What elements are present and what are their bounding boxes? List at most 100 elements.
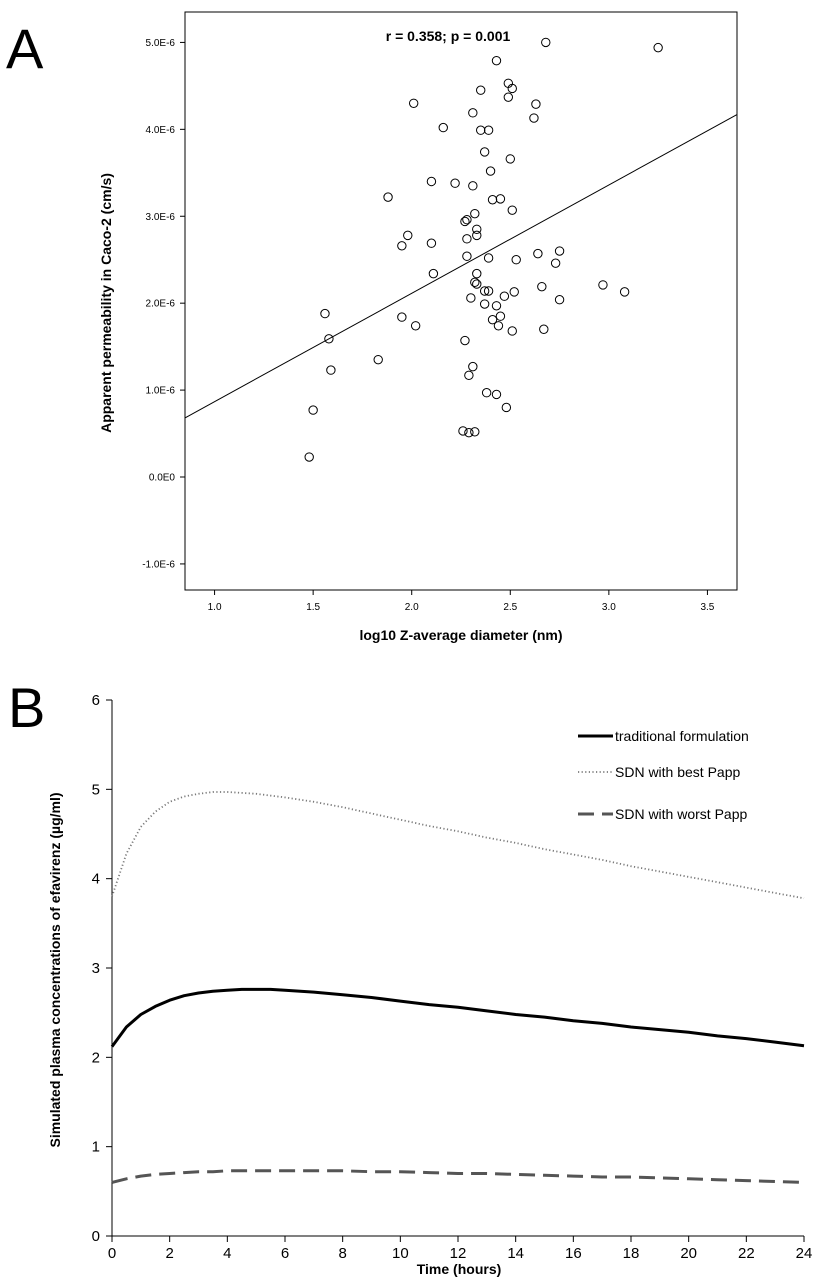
x-tick-label: 2.5 bbox=[503, 602, 517, 613]
x-tick-label: 16 bbox=[565, 1245, 582, 1262]
scatter-point bbox=[483, 253, 494, 263]
y-tick-label: 6 bbox=[92, 692, 100, 709]
scatter-point bbox=[509, 287, 519, 297]
scatter-point bbox=[481, 387, 492, 398]
y-tick-label: 2 bbox=[92, 1049, 100, 1066]
y-tick-label: 1 bbox=[92, 1139, 100, 1156]
series-line bbox=[110, 987, 805, 1048]
scatter-point bbox=[403, 230, 413, 241]
x-tick-label: 1.0 bbox=[208, 602, 222, 613]
x-tick-label: 14 bbox=[507, 1245, 524, 1262]
x-tick-label: 3.0 bbox=[602, 602, 616, 613]
scatter-point bbox=[499, 291, 510, 301]
scatter-point bbox=[493, 321, 504, 331]
series-line bbox=[111, 791, 805, 900]
scatter-point bbox=[324, 334, 334, 344]
x-tick-label: 6 bbox=[281, 1245, 289, 1262]
scatter-point bbox=[304, 452, 314, 462]
scatter-point bbox=[470, 427, 480, 437]
scatter-point bbox=[464, 427, 474, 438]
scatter-point bbox=[537, 281, 547, 292]
y-axis-ticks-a: -1.0E-6 0.0E0 1.0E-6 2.0E-6 3.0E-6 4.0E-6 5.0E… bbox=[142, 38, 185, 570]
scatter-point bbox=[397, 241, 407, 251]
scatter-point bbox=[511, 255, 521, 265]
x-tick-label: 0 bbox=[108, 1245, 116, 1262]
scatter-point bbox=[462, 251, 472, 261]
scatter-point bbox=[487, 195, 498, 205]
y-tick-label: 1.0E-6 bbox=[146, 386, 176, 397]
scatter-point bbox=[426, 238, 437, 248]
y-tick-label: 3 bbox=[92, 960, 100, 977]
scatter-point bbox=[476, 125, 486, 135]
x-tick-label: 24 bbox=[796, 1245, 813, 1262]
x-tick-label: 8 bbox=[338, 1245, 346, 1262]
scatter-point bbox=[462, 215, 472, 225]
scatter-point bbox=[373, 354, 383, 365]
scatter-point bbox=[460, 216, 470, 227]
y-tick-label: 5.0E-6 bbox=[146, 38, 176, 49]
scatter-point bbox=[495, 194, 506, 204]
scatter-point bbox=[472, 279, 482, 289]
scatter-point bbox=[533, 248, 543, 259]
scatter-point bbox=[541, 37, 551, 48]
y-axis-ticks-b: 0 1 2 3 4 5 6 bbox=[92, 692, 112, 1245]
scatter-point bbox=[410, 321, 421, 331]
scatter-point bbox=[460, 335, 470, 346]
x-tick-label: 1.5 bbox=[306, 602, 320, 613]
x-tick-label: 10 bbox=[392, 1245, 409, 1262]
y-tick-label: -1.0E-6 bbox=[142, 559, 175, 570]
y-tick-label: 4.0E-6 bbox=[146, 125, 176, 136]
scatter-point bbox=[501, 402, 512, 413]
x-axis-title-a: log10 Z-average diameter (nm) bbox=[359, 627, 562, 643]
x-tick-label: 2 bbox=[165, 1245, 173, 1262]
legend-label: SDN with worst Papp bbox=[615, 806, 747, 822]
scatter-points bbox=[304, 37, 663, 462]
x-tick-label: 22 bbox=[738, 1245, 755, 1262]
scatter-point bbox=[426, 176, 437, 187]
x-axis-title-b: Time (hours) bbox=[417, 1261, 502, 1277]
scatter-point bbox=[554, 294, 565, 305]
scatter-point bbox=[470, 208, 480, 219]
legend-label: SDN with best Papp bbox=[615, 764, 740, 780]
correlation-annotation: r = 0.358; p = 0.001 bbox=[386, 28, 511, 44]
scatter-point bbox=[507, 326, 517, 336]
scatter-point bbox=[539, 324, 549, 334]
y-tick-label: 0.0E0 bbox=[149, 473, 176, 484]
scatter-point bbox=[491, 301, 502, 311]
x-tick-label: 2.0 bbox=[405, 602, 419, 613]
y-tick-label: 4 bbox=[92, 871, 100, 888]
scatter-point bbox=[326, 365, 336, 375]
scatter-point bbox=[397, 312, 407, 322]
x-axis-ticks-b: 0 2 4 6 8 10 12 14 16 18 20 22 24 bbox=[108, 1236, 813, 1262]
scatter-point bbox=[428, 268, 439, 279]
scatter-point bbox=[472, 230, 482, 241]
panel-a-letter: A bbox=[6, 17, 44, 80]
scatter-point bbox=[383, 192, 393, 202]
scatter-point bbox=[468, 361, 478, 372]
scatter-point bbox=[653, 42, 663, 53]
y-axis-title-a: Apparent permeability in Caco-2 (cm/s) bbox=[98, 173, 114, 433]
scatter-point bbox=[491, 55, 502, 66]
scatter-point bbox=[450, 178, 460, 188]
scatter-point bbox=[505, 154, 515, 164]
scatter-point bbox=[479, 299, 490, 309]
x-tick-label: 18 bbox=[623, 1245, 640, 1262]
scatter-point bbox=[408, 98, 419, 108]
series-line bbox=[111, 1169, 805, 1184]
scatter-point bbox=[476, 85, 486, 95]
scatter-point bbox=[479, 147, 490, 157]
scatter-point bbox=[487, 314, 498, 325]
scatter-point bbox=[554, 246, 565, 256]
scatter-point bbox=[483, 125, 494, 135]
scatter-point bbox=[495, 311, 506, 321]
scatter-point bbox=[507, 83, 517, 94]
x-tick-label: 12 bbox=[450, 1245, 467, 1262]
scatter-point bbox=[320, 308, 330, 319]
scatter-point bbox=[438, 122, 448, 133]
y-tick-label: 5 bbox=[92, 781, 100, 798]
regression-line bbox=[184, 114, 738, 419]
scatter-point bbox=[491, 389, 502, 400]
scatter-point bbox=[466, 293, 476, 303]
panel-b-letter: B bbox=[8, 676, 45, 739]
